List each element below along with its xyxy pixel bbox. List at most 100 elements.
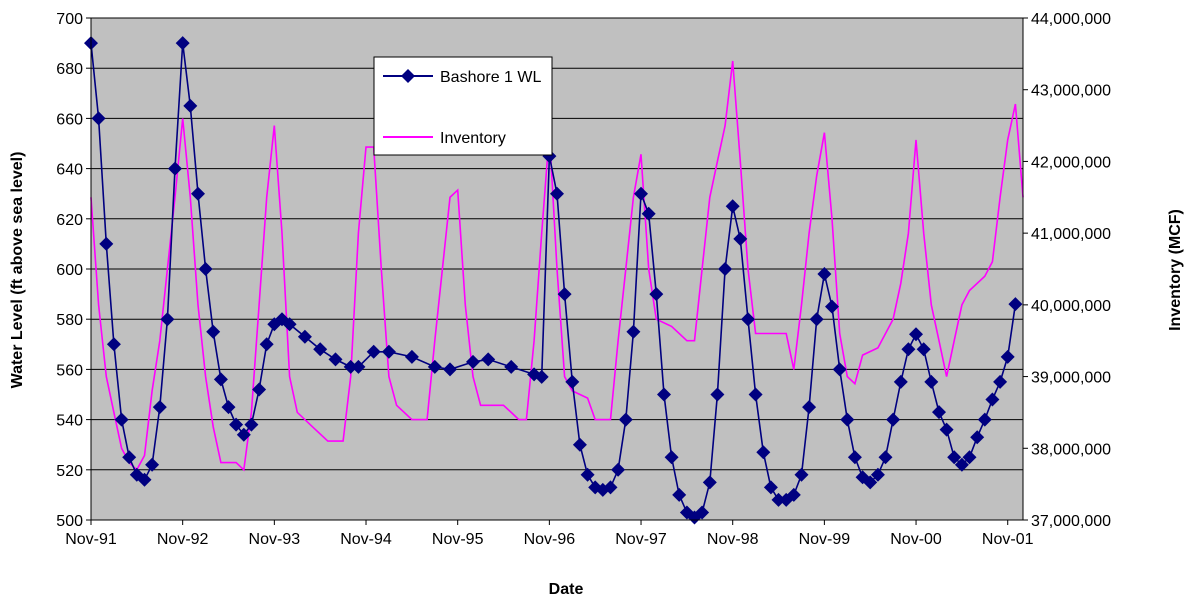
legend: Bashore 1 WL Inventory [373, 56, 553, 156]
data-point [924, 374, 939, 389]
data-point [137, 472, 152, 487]
x-axis-title: Date [549, 581, 584, 597]
data-point [198, 262, 213, 276]
data-point [809, 312, 824, 327]
data-point [909, 327, 923, 342]
data-point [840, 412, 855, 427]
data-point [381, 344, 396, 359]
x-tick-label: Nov-96 [524, 531, 576, 548]
x-tick-label: Nov-00 [890, 531, 942, 548]
y-tick-label: 520 [56, 463, 83, 480]
data-point [718, 262, 733, 276]
data-point [763, 480, 778, 495]
data-point [603, 480, 618, 495]
data-point [252, 382, 267, 397]
right-axis-tick-labels: 37,000,000 38,000,000 39,000,000 40,000,000… [1023, 11, 1111, 530]
data-point [847, 450, 862, 465]
x-tick-label: Nov-95 [432, 531, 484, 548]
series-layer [84, 36, 1024, 525]
data-point [825, 299, 839, 314]
data-point [328, 352, 343, 367]
data-point [893, 374, 908, 389]
data-point [970, 430, 985, 445]
data-point [206, 324, 221, 339]
y-tick-label: 560 [56, 362, 83, 379]
data-point [649, 287, 664, 302]
series-inventory [90, 60, 1024, 472]
data-point [351, 359, 366, 374]
y2-tick-label: 44,000,000 [1031, 11, 1111, 28]
data-point [297, 329, 312, 344]
y2-tick-label: 39,000,000 [1031, 370, 1111, 387]
data-point [695, 505, 710, 520]
data-point [572, 437, 587, 452]
data-point [641, 206, 656, 221]
y-tick-label: 660 [56, 111, 83, 128]
data-point [832, 362, 847, 377]
data-point [404, 349, 419, 364]
data-point [1000, 349, 1015, 364]
y2-tick-label: 42,000,000 [1031, 154, 1111, 171]
data-point [366, 344, 381, 359]
data-point [343, 359, 358, 374]
data-point [236, 427, 251, 442]
y2-tick-label: 43,000,000 [1031, 83, 1111, 100]
y-axis-title: Water Level (ft above sea level) [9, 152, 26, 389]
data-point [313, 342, 328, 357]
data-point [99, 236, 114, 251]
data-point [664, 450, 679, 465]
data-point [725, 199, 740, 214]
left-axis-tick-labels: 500 520 540 560 580 600 620 640 660 680 700 [56, 11, 91, 530]
data-point [191, 186, 205, 201]
data-point [565, 374, 580, 389]
data-point [229, 417, 244, 432]
data-point [534, 369, 549, 384]
x-tick-label: Nov-99 [799, 531, 851, 548]
data-point [550, 186, 564, 201]
data-point [122, 450, 137, 465]
data-point [1008, 297, 1023, 312]
data-point [106, 337, 121, 352]
data-point [160, 312, 175, 327]
data-point [152, 400, 167, 415]
y-tick-label: 680 [56, 61, 83, 78]
data-point [282, 317, 297, 332]
data-point [168, 161, 182, 176]
y-tick-label: 700 [56, 11, 83, 28]
x-tick-label: Nov-92 [157, 531, 209, 548]
y2-tick-label: 38,000,000 [1031, 441, 1111, 458]
data-point [443, 362, 457, 377]
y2-tick-label: 41,000,000 [1031, 226, 1111, 243]
data-point [771, 492, 786, 507]
data-point [962, 450, 977, 465]
data-point [741, 312, 755, 327]
x-tick-label: Nov-97 [615, 531, 667, 548]
data-point [863, 475, 878, 490]
data-point [259, 337, 274, 352]
data-point [916, 342, 931, 357]
data-point [618, 412, 633, 427]
y-tick-label: 580 [56, 312, 83, 329]
data-point [870, 467, 885, 482]
data-point [947, 450, 962, 465]
series-line [90, 60, 1024, 472]
data-point [702, 475, 717, 490]
y-tick-label: 640 [56, 162, 83, 179]
data-point [481, 352, 496, 367]
data-point [221, 400, 236, 415]
y2-axis-title: Inventory (MCF) [1167, 209, 1184, 331]
legend-box [373, 56, 553, 156]
data-point [993, 374, 1008, 389]
x-tick-label: Nov-91 [65, 531, 117, 548]
data-point [794, 467, 809, 482]
data-point [175, 36, 190, 51]
y2-tick-label: 40,000,000 [1031, 298, 1111, 315]
data-point [756, 445, 771, 460]
data-point [213, 372, 228, 387]
data-point [985, 392, 1000, 407]
series-bashore-1-wl [84, 36, 1023, 525]
data-point [817, 267, 832, 281]
x-tick-label: Nov-01 [982, 531, 1034, 548]
